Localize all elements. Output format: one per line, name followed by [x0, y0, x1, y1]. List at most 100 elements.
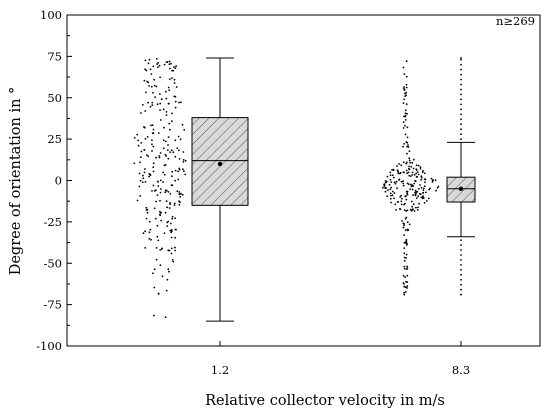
data-point — [409, 175, 412, 178]
data-point — [169, 67, 171, 70]
data-point — [404, 286, 407, 289]
data-point — [178, 169, 181, 171]
data-point — [174, 217, 177, 220]
data-point — [177, 135, 180, 138]
data-point — [424, 181, 426, 184]
data-point — [415, 172, 418, 175]
data-point — [168, 63, 171, 66]
data-point — [416, 208, 419, 211]
data-point — [145, 69, 148, 72]
data-point — [150, 73, 153, 75]
data-point — [171, 120, 173, 123]
data-point — [402, 161, 405, 164]
data-point — [167, 249, 170, 252]
data-point — [160, 98, 163, 101]
data-point — [154, 96, 157, 98]
data-point — [389, 174, 392, 177]
data-point — [163, 232, 166, 235]
data-point — [159, 179, 162, 182]
data-point — [403, 115, 405, 118]
data-point — [431, 180, 434, 183]
data-point — [403, 143, 406, 145]
data-point — [396, 169, 399, 172]
data-point — [406, 281, 409, 283]
data-point — [159, 93, 161, 95]
data-point — [403, 285, 406, 288]
data-point — [174, 179, 177, 182]
data-point — [167, 157, 170, 160]
data-point — [153, 207, 156, 210]
data-point — [148, 85, 151, 87]
data-point — [166, 221, 169, 224]
data-point — [393, 181, 396, 184]
data-point — [407, 171, 410, 174]
data-point — [179, 193, 181, 196]
outlier-point — [460, 133, 462, 136]
data-point — [144, 91, 147, 94]
data-point — [404, 276, 406, 278]
data-point — [152, 128, 155, 131]
data-point — [400, 194, 402, 197]
data-point — [403, 86, 405, 88]
data-point — [407, 167, 410, 170]
y-axis-title: Degree of orientation in ° — [8, 87, 24, 276]
data-point — [152, 65, 155, 68]
data-point — [405, 240, 408, 242]
box-layer — [191, 57, 476, 322]
data-point — [404, 242, 407, 244]
data-point — [140, 150, 143, 153]
data-point — [420, 186, 423, 189]
data-point — [136, 133, 139, 136]
data-point — [387, 189, 389, 192]
outlier-point — [460, 58, 462, 61]
data-point — [389, 178, 392, 181]
data-point — [178, 204, 181, 206]
outlier-point — [460, 68, 462, 71]
data-point — [404, 133, 407, 136]
data-point — [383, 185, 386, 188]
data-point — [150, 238, 152, 241]
data-point — [162, 181, 165, 183]
data-point — [151, 190, 153, 192]
data-point — [422, 170, 424, 172]
data-point — [144, 137, 147, 140]
data-point — [155, 58, 158, 60]
data-point — [398, 163, 400, 165]
data-point — [166, 149, 169, 152]
data-point — [152, 170, 155, 173]
data-point — [142, 174, 144, 177]
data-point — [143, 79, 146, 82]
data-point — [171, 175, 173, 178]
data-point — [139, 179, 142, 182]
y-tick-label: 0 — [55, 174, 62, 188]
data-point — [154, 189, 157, 192]
data-point — [171, 77, 173, 79]
data-point — [178, 101, 180, 104]
data-point — [174, 249, 177, 252]
data-point — [422, 192, 424, 194]
data-point — [417, 206, 419, 209]
data-point — [406, 172, 409, 175]
data-point — [413, 210, 416, 212]
data-point — [162, 108, 165, 111]
outlier-point — [460, 83, 462, 86]
data-point — [165, 289, 168, 292]
y-tick-label: -75 — [43, 298, 62, 312]
data-point — [163, 164, 166, 167]
data-point — [155, 156, 158, 159]
y-tick-label: 75 — [47, 49, 62, 63]
data-point — [173, 204, 176, 207]
data-point — [410, 183, 412, 186]
data-point — [164, 211, 167, 214]
data-point — [432, 179, 434, 181]
data-point — [167, 191, 170, 193]
data-point — [395, 209, 397, 211]
data-point — [153, 286, 156, 289]
outlier-point — [460, 278, 462, 281]
data-point — [170, 229, 173, 231]
data-point — [178, 158, 181, 160]
data-point — [411, 161, 414, 164]
data-point — [155, 200, 158, 203]
